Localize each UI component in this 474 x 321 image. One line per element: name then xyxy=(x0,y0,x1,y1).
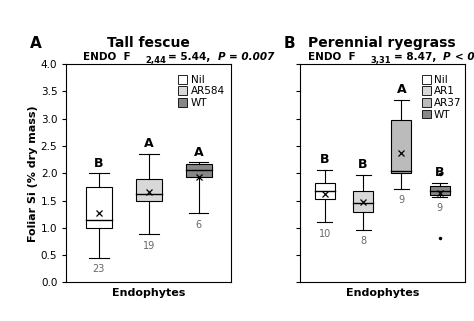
Text: 23: 23 xyxy=(92,265,105,274)
Text: A: A xyxy=(144,137,154,151)
Text: 3,31: 3,31 xyxy=(371,56,392,65)
FancyBboxPatch shape xyxy=(186,164,211,177)
Text: < 0.001: < 0.001 xyxy=(455,52,474,62)
FancyBboxPatch shape xyxy=(86,187,112,228)
Text: P: P xyxy=(218,52,226,62)
Text: B: B xyxy=(320,153,329,166)
Text: 6: 6 xyxy=(195,220,201,230)
Text: Perennial ryegrass: Perennial ryegrass xyxy=(309,36,456,50)
X-axis label: Endophytes: Endophytes xyxy=(346,288,419,298)
Text: 9: 9 xyxy=(437,204,443,213)
X-axis label: Endophytes: Endophytes xyxy=(112,288,185,298)
Text: 9: 9 xyxy=(398,195,404,205)
Text: A: A xyxy=(194,146,203,159)
Text: A: A xyxy=(397,83,406,96)
Text: 8: 8 xyxy=(360,236,366,246)
FancyBboxPatch shape xyxy=(392,120,411,173)
Legend: Nil, AR584, WT: Nil, AR584, WT xyxy=(177,74,226,109)
Text: 19: 19 xyxy=(143,241,155,251)
Text: 10: 10 xyxy=(319,229,331,239)
Text: B: B xyxy=(94,157,103,169)
FancyBboxPatch shape xyxy=(136,179,162,201)
FancyBboxPatch shape xyxy=(430,186,450,195)
FancyBboxPatch shape xyxy=(353,191,373,212)
Legend: Nil, AR1, AR37, WT: Nil, AR1, AR37, WT xyxy=(420,74,463,121)
Text: A: A xyxy=(30,36,42,51)
Text: Tall fescue: Tall fescue xyxy=(107,36,190,50)
Text: 2,44: 2,44 xyxy=(146,56,166,65)
Text: ENDO  F: ENDO F xyxy=(83,52,130,62)
Text: = 5.44,: = 5.44, xyxy=(168,52,214,62)
Y-axis label: Foliar Si (% dry mass): Foliar Si (% dry mass) xyxy=(28,105,38,242)
FancyBboxPatch shape xyxy=(315,183,335,199)
Text: = 8.47,: = 8.47, xyxy=(394,52,440,62)
Text: = 0.007: = 0.007 xyxy=(229,52,275,62)
Text: B: B xyxy=(435,166,445,179)
Text: P: P xyxy=(443,52,451,62)
Text: ENDO  F: ENDO F xyxy=(308,52,356,62)
Text: B: B xyxy=(358,158,368,171)
Text: B: B xyxy=(283,36,295,51)
